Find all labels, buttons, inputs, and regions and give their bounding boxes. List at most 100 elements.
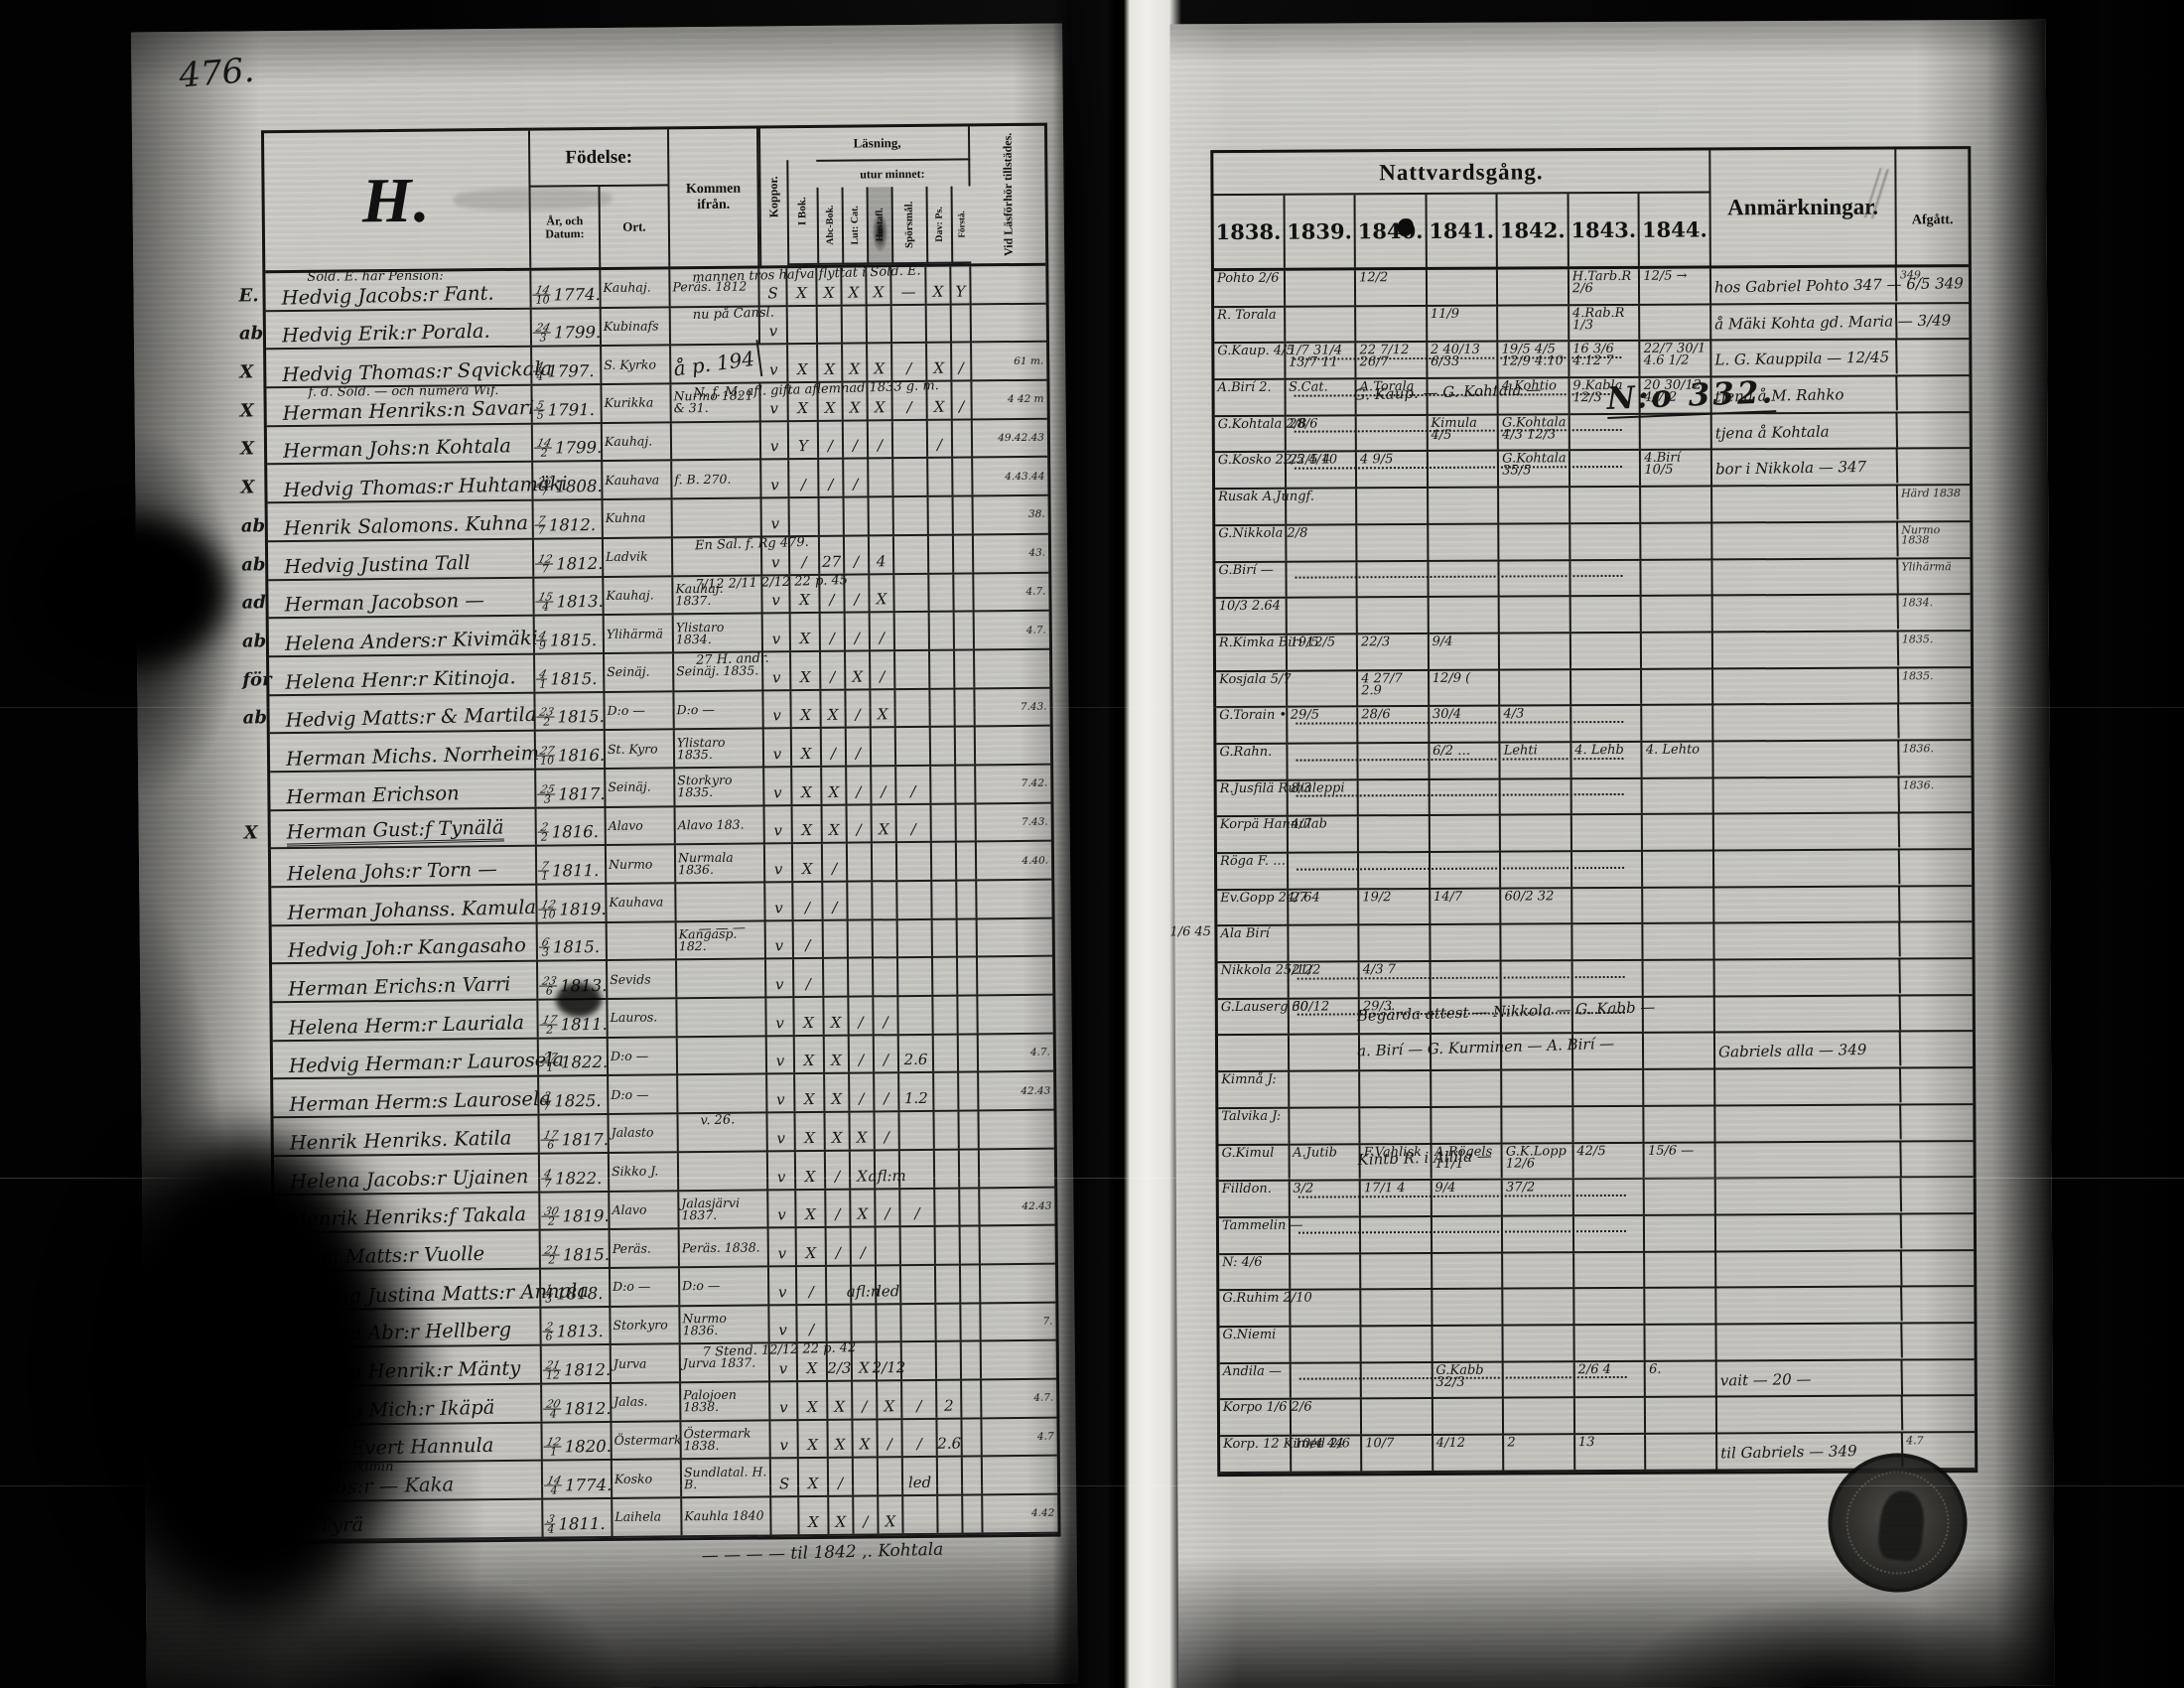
koppor-cell: v [767, 1074, 796, 1112]
reading-mark-cell: X [851, 1189, 877, 1226]
communion-date-cell: 1/7 31/4 13/7 11 [1285, 343, 1357, 378]
fraction-numerator: 17 [539, 1013, 560, 1027]
reading-mark-cell [877, 1304, 902, 1341]
communion-date-cell: G.Ruhim 2/10 [1219, 1291, 1312, 1327]
remark-cell [1715, 1177, 1903, 1215]
reading-mark-cell [899, 1150, 936, 1188]
reading-mark-cell [930, 727, 957, 765]
reading-mark-cell [960, 1265, 982, 1303]
attendance-note-cell: 43. [1028, 546, 1046, 560]
birth-date-cell: 4 9 1815. [534, 616, 606, 653]
reading-mark-cell: X [795, 1113, 826, 1150]
reading-mark-cell: X [791, 651, 822, 689]
reading-mark-cell: X [794, 997, 825, 1035]
afgatt-cell [1903, 1396, 1975, 1431]
table-row: Ala Birí 1/6 45 [1169, 921, 1973, 964]
date-fraction: 23 6 [538, 975, 560, 998]
reading-mark-cell: X [792, 767, 823, 804]
reading-mark-cell: X [790, 614, 822, 651]
fraction-numerator: 7 [537, 859, 552, 873]
person-name: Herman Erichson [286, 780, 460, 808]
reading-mark-cell [873, 919, 898, 957]
reading-mark-cell [931, 842, 958, 880]
afgatt-cell: 1835. [1901, 633, 1934, 646]
table-row: G.Lauserg 30/12 60 29/3 Begärda attest — Ni… [1217, 995, 1973, 1037]
communion-date-cell: Ev.Gopp 24/7 [1217, 890, 1307, 925]
communion-date-cell [1429, 561, 1500, 597]
fraction-denominator: 1 [541, 869, 549, 883]
reading-mark-cell: / [821, 651, 847, 689]
communion-date-cell [1646, 1434, 1718, 1470]
reading-mark-cell: X [846, 651, 872, 689]
birth-place-cell: Nurmo [606, 845, 677, 883]
reading-mark-cell [900, 1227, 936, 1265]
communion-date-cell [1431, 961, 1502, 997]
remark-cell [1716, 1286, 1903, 1325]
communion-date-cell: R.Jusfilä Ruhaleppi [1216, 780, 1345, 816]
communion-date-cell [1573, 1215, 1646, 1251]
communion-date-cell [1361, 1399, 1433, 1435]
communion-date-cell: G.K.Lopp 12/6 [1502, 1143, 1574, 1179]
reading-mark-cell [963, 1495, 984, 1533]
communion-date-cell [1640, 305, 1712, 341]
reading-mark-cell [931, 804, 957, 842]
communion-date-cell [1573, 1180, 1646, 1215]
birth-year: 1813. [556, 1322, 604, 1341]
reading-mark-cell: X [794, 1036, 826, 1073]
reading-mark-cell [932, 881, 958, 918]
attendance-note-cell [977, 881, 1051, 917]
koppor-cell: v [768, 1267, 798, 1304]
communion-date-cell [1289, 1071, 1361, 1107]
header-abc-bok: Abc-Bok. [816, 187, 843, 265]
birth-year: 1799. [554, 438, 603, 458]
reading-mark-cell [844, 497, 870, 535]
row-overflow-note: nu på Cansl. [692, 305, 775, 323]
name-cell: Herman Erichson [270, 770, 537, 809]
birth-date-cell: 30 2 1819. [540, 1192, 611, 1229]
reading-mark-cell [934, 1111, 960, 1149]
reading-mark-cell: / [900, 1189, 936, 1226]
communion-date-cell: H.Tarb.R 2/6 [1569, 268, 1641, 304]
reading-mark-cell: / [825, 1151, 852, 1189]
communion-date-cell: G.Rahn. [1216, 744, 1289, 779]
communion-date-cell: 4 27/7 2.9 [1358, 670, 1430, 706]
reading-mark-cell [957, 881, 978, 918]
remark-cell: Gabriels alla — 349 [1714, 1031, 1902, 1069]
attendance-note-cell: 61 m. [1014, 354, 1044, 367]
communion-date-cell: G.Kohtala 4/3 12/3 [1498, 414, 1570, 451]
table-row: Kimnå J: [1218, 1067, 1974, 1109]
birth-place-cell: Storkyro [611, 1306, 681, 1344]
reading-mark-cell [960, 1188, 981, 1225]
communion-date-cell [1361, 1216, 1433, 1252]
remark-cell [1713, 812, 1901, 851]
reading-mark-cell [930, 650, 956, 688]
year-columns: 1838. 1839. 1840. 1841. 1842. 1843. 1844. [1213, 193, 1711, 269]
communion-date-cell [1433, 1398, 1505, 1434]
communion-date-cell [1571, 815, 1644, 851]
birth-year: 1813. [556, 592, 604, 612]
fraction-denominator: 2 [540, 446, 548, 461]
reading-mark-cell: / [927, 420, 954, 458]
reading-mark-cell: Y [788, 421, 820, 459]
remark-cell [1713, 886, 1901, 923]
communion-date-cell: 22 7/12 26/7 [1356, 343, 1429, 378]
film-artifact-blob [89, 1132, 407, 1609]
header-ort: Ort. [600, 184, 671, 268]
afgatt-cell: Ylihärmä [1901, 559, 1952, 573]
archive-stamp-icon [1828, 1453, 1968, 1593]
communion-date-cell [1289, 1035, 1361, 1070]
table-row: Rusak A.Jungf. Härd 1838 [1215, 485, 1971, 526]
birth-year: 1817. [561, 1129, 610, 1150]
communion-date-cell [1361, 1253, 1433, 1289]
birth-date-cell: 24 3 1799. [531, 308, 603, 347]
reading-mark-cell: / [849, 1036, 876, 1073]
afgatt-cell [1902, 1324, 1974, 1358]
name-cell: ad Herman Jacobson — [241, 578, 535, 618]
birth-date-cell: 4 7 1822. [539, 1153, 611, 1192]
reading-mark-cell [961, 1341, 983, 1379]
communion-date-cell: 2 [1504, 1435, 1576, 1471]
reading-mark-cell [956, 766, 977, 803]
fraction-denominator: 7 [537, 523, 545, 537]
reading-mark-cell: X [818, 345, 844, 381]
communion-date-cell: 19/2 [1359, 889, 1432, 924]
